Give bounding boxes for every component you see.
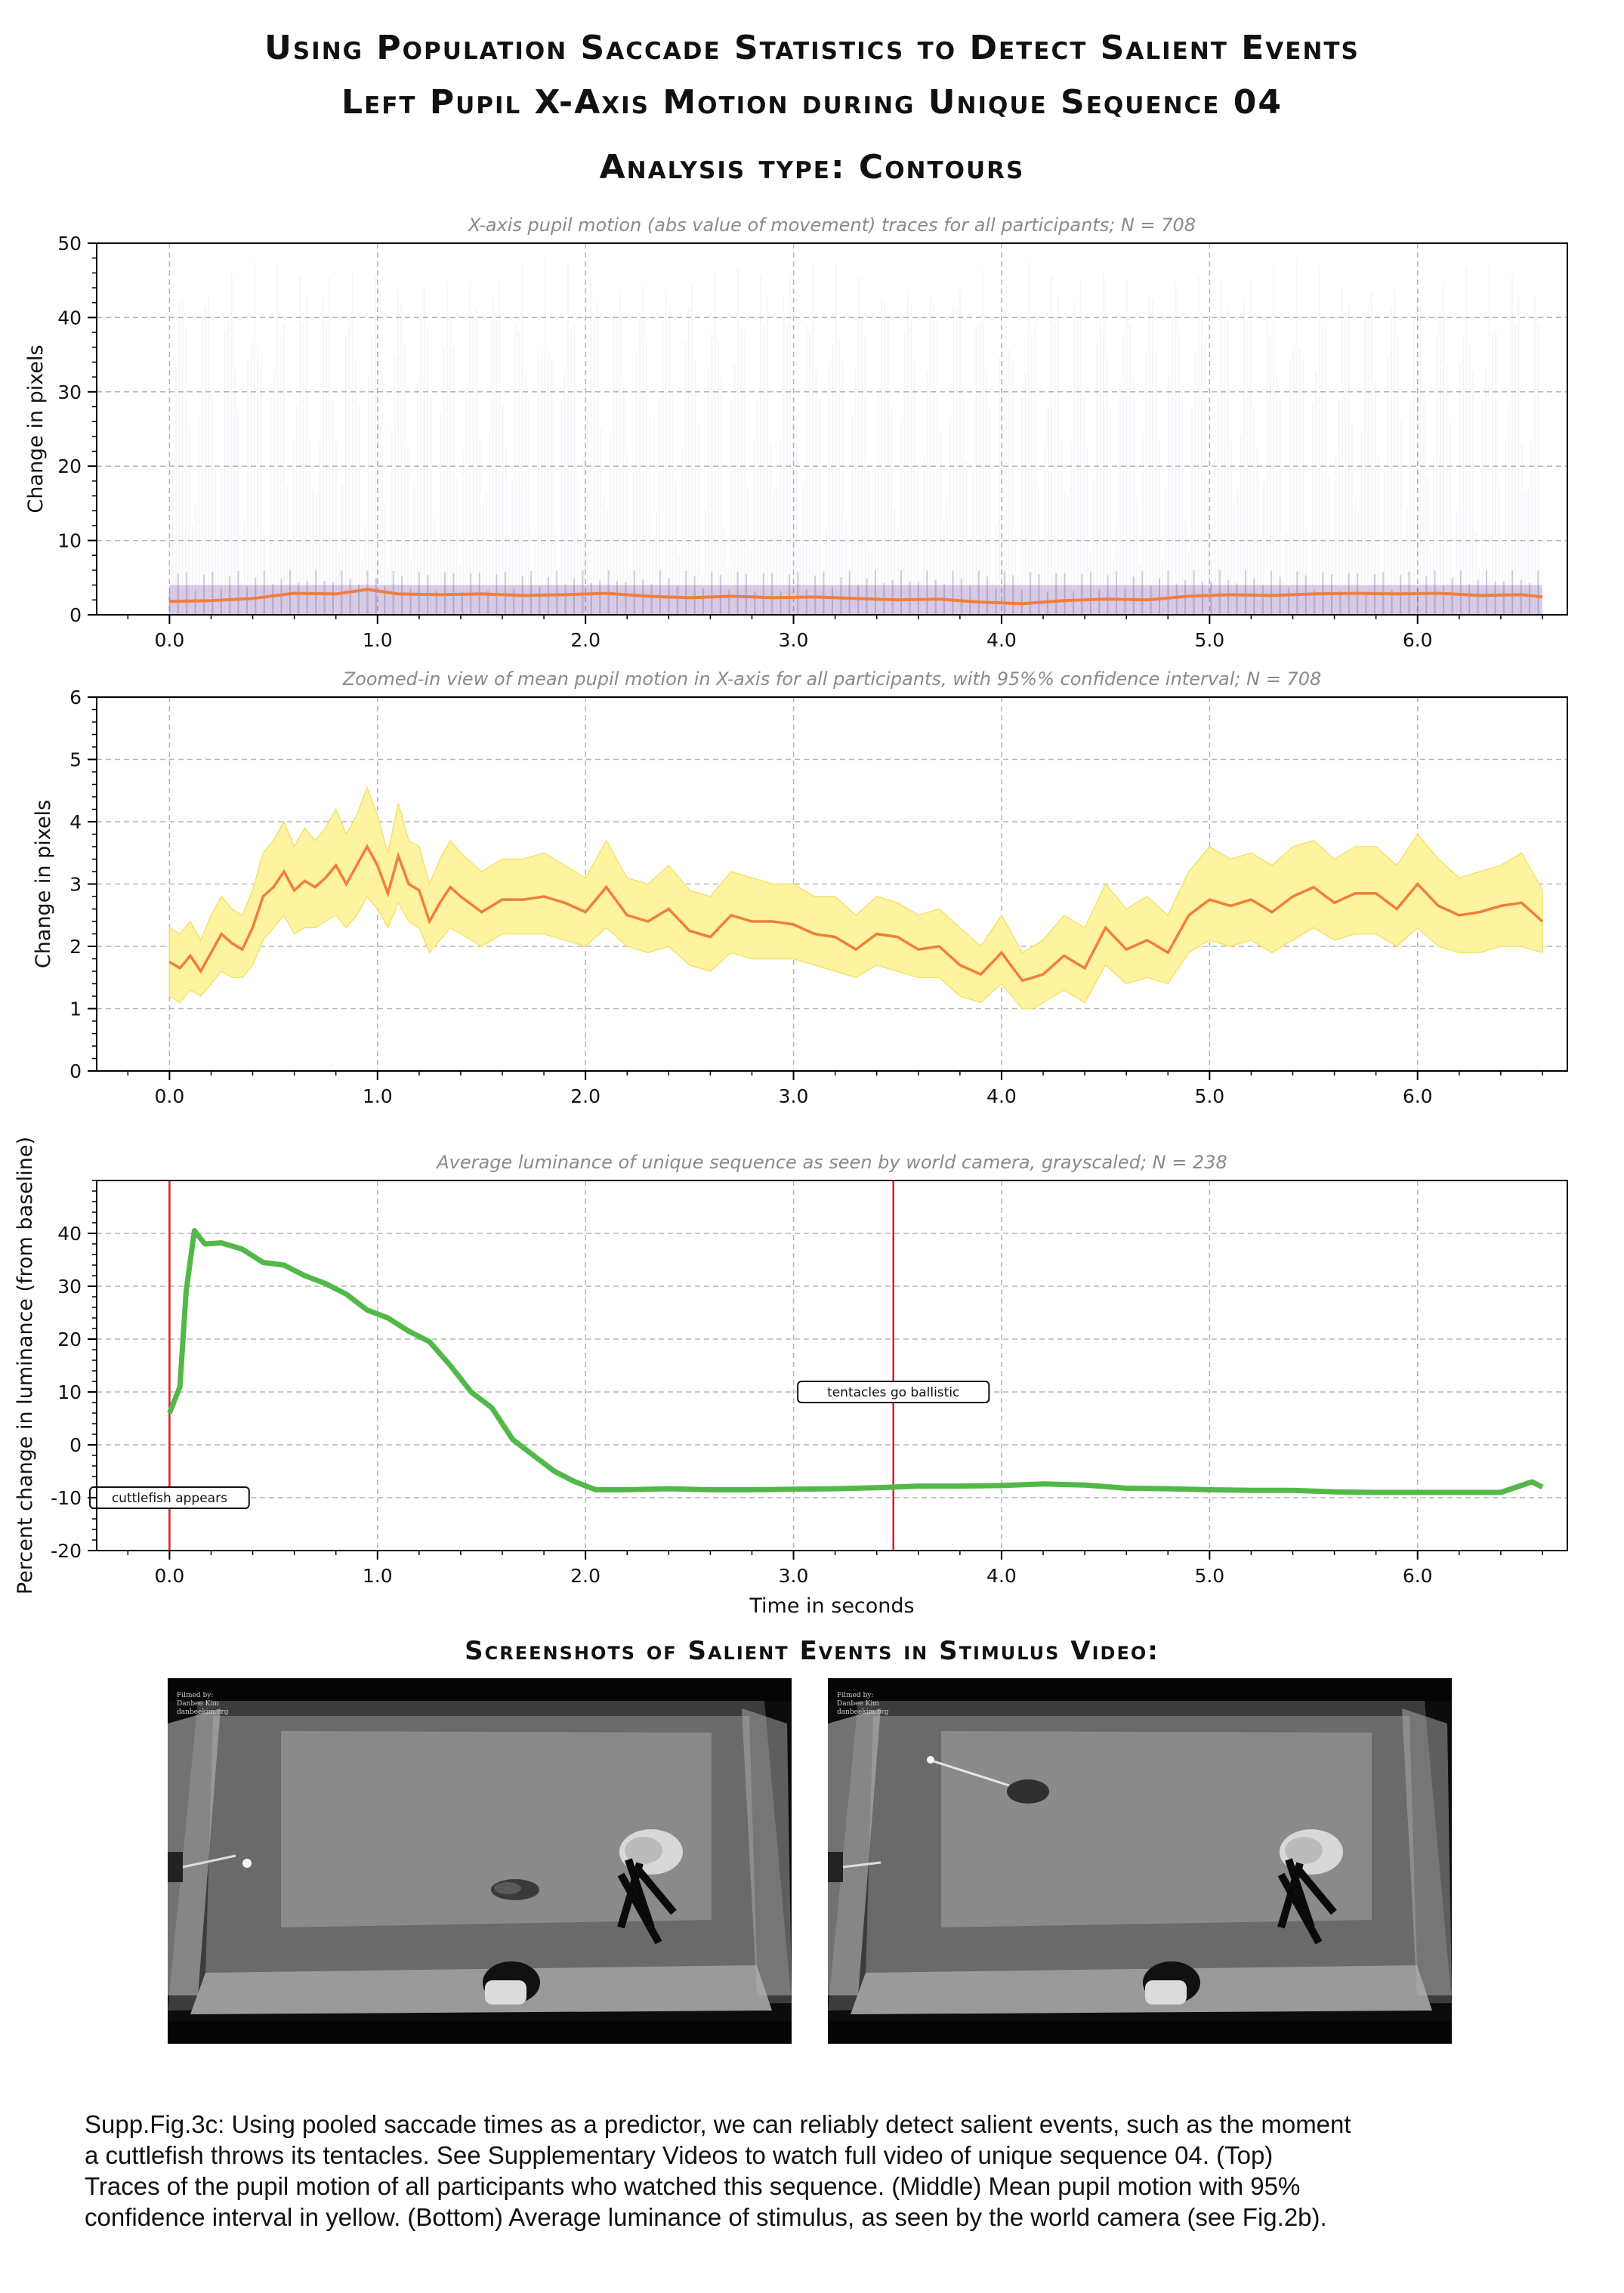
- chart-panel-1: [88, 242, 1568, 624]
- screenshot-cuttlefish-appears: Filmed by: Danbee Kim danbeekim.org: [168, 1678, 792, 2044]
- x-tick-label: 2.0: [570, 1565, 601, 1587]
- x-tick-label: 1.0: [363, 1085, 393, 1107]
- y-axis-label: Percent change in luminance (from baseli…: [14, 1137, 37, 1594]
- video-credit: Filmed by: Danbee Kim danbeekim.org: [837, 1692, 889, 1716]
- y-tick-label: 3: [69, 874, 82, 896]
- x-tick-label: 5.0: [1194, 1085, 1224, 1107]
- y-tick-label: 0: [69, 1060, 82, 1082]
- chart-title: X-axis pupil motion (abs value of moveme…: [467, 214, 1196, 236]
- figure-title-line-2: Left Pupil X-Axis Motion during Unique S…: [341, 83, 1283, 122]
- y-tick-label: -20: [51, 1540, 82, 1562]
- y-tick-label: -10: [51, 1487, 82, 1509]
- mean-motion-line: [168, 844, 1544, 983]
- chart-title: Zoomed-in view of mean pupil motion in X…: [342, 668, 1322, 690]
- y-tick-label: 10: [57, 1381, 82, 1403]
- x-tick-label: 4.0: [986, 1565, 1017, 1587]
- caption-line: Supp.Fig.3c: Using pooled saccade times …: [85, 2110, 1351, 2138]
- plot-frame: [96, 1180, 1568, 1551]
- x-tick-label: 5.0: [1194, 1565, 1224, 1587]
- y-tick-label: 50: [57, 233, 82, 255]
- y-tick-label: 30: [57, 381, 82, 403]
- x-tick-label: 2.0: [570, 1085, 601, 1107]
- x-tick-label: 0.0: [155, 1565, 185, 1587]
- x-tick-label: 6.0: [1403, 1085, 1433, 1107]
- figure-title-line-3: Analysis type: Contours: [599, 148, 1025, 187]
- x-tick-label: 1.0: [363, 629, 393, 651]
- y-tick-label: 6: [69, 687, 82, 708]
- screenshot-tentacles-go-ballistic: Filmed by: Danbee Kim danbeekim.org: [828, 1678, 1452, 2044]
- y-tick-label: 4: [69, 811, 82, 833]
- plot-frame: [96, 242, 1568, 616]
- y-tick-label: 40: [57, 307, 82, 329]
- y-tick-label: 40: [57, 1223, 82, 1245]
- x-tick-label: 0.0: [155, 1085, 185, 1107]
- y-tick-label: 10: [57, 530, 82, 552]
- x-tick-label: 1.0: [363, 1565, 393, 1587]
- x-tick-label: 4.0: [986, 629, 1017, 651]
- y-axis-label: Change in pixels: [24, 344, 48, 513]
- chart-panel-3: [88, 1180, 1568, 1560]
- event-label-box: [797, 1381, 990, 1403]
- x-tick-label: 2.0: [570, 629, 601, 651]
- chart-panel-2: [88, 696, 1568, 1080]
- x-tick-label: 3.0: [779, 1085, 809, 1107]
- x-tick-label: 5.0: [1194, 629, 1224, 651]
- y-tick-label: 1: [69, 998, 82, 1020]
- y-axis-label: Change in pixels: [32, 800, 55, 968]
- y-tick-label: 20: [57, 1329, 82, 1350]
- x-tick-label: 6.0: [1403, 629, 1433, 651]
- screenshots-heading: Screenshots of Salient Events in Stimulu…: [465, 1636, 1159, 1666]
- event-label: tentacles go ballistic: [827, 1385, 959, 1400]
- figure-title-line-1: Using Population Saccade Statistics to D…: [264, 29, 1360, 67]
- y-tick-label: 0: [69, 1434, 82, 1456]
- caption-line: Traces of the pupil motion of all partic…: [85, 2172, 1301, 2200]
- y-tick-label: 0: [69, 604, 82, 626]
- luminance-line: [167, 1228, 1544, 1495]
- x-axis-label: Time in seconds: [749, 1594, 914, 1618]
- video-credit: Filmed by: Danbee Kim danbeekim.org: [177, 1692, 229, 1716]
- x-tick-label: 3.0: [779, 1565, 809, 1587]
- figure-caption: Supp.Fig.3c: Using pooled saccade times …: [85, 2109, 1542, 2233]
- y-tick-label: 5: [69, 749, 82, 771]
- confidence-interval-band: [168, 785, 1543, 1010]
- caption-line: confidence interval in yellow. (Bottom) …: [85, 2203, 1327, 2231]
- x-tick-label: 0.0: [155, 629, 185, 651]
- x-tick-label: 3.0: [779, 629, 809, 651]
- chart-title: Average luminance of unique sequence as …: [435, 1152, 1227, 1173]
- participant-traces: [168, 258, 1539, 615]
- y-tick-label: 20: [57, 455, 82, 477]
- event-label: cuttlefish appears: [112, 1491, 227, 1506]
- mean-motion-line: [169, 588, 1543, 606]
- y-tick-label: 30: [57, 1276, 82, 1298]
- x-tick-label: 4.0: [986, 1085, 1017, 1107]
- y-tick-label: 2: [69, 936, 82, 958]
- caption-line: a cuttlefish throws its tentacles. See S…: [85, 2141, 1274, 2169]
- x-tick-label: 6.0: [1403, 1565, 1433, 1587]
